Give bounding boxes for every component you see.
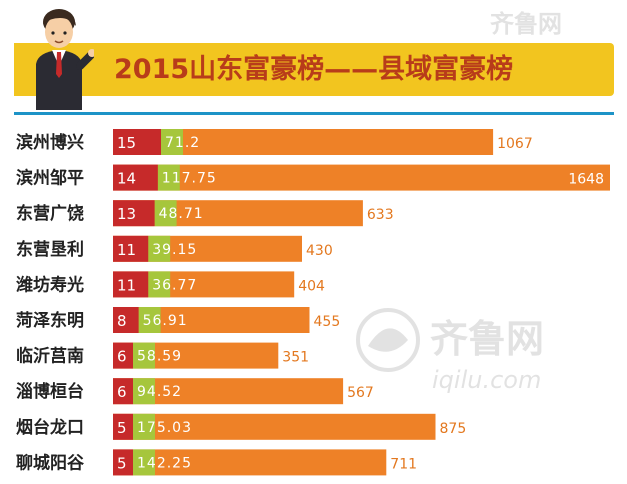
middle-value-label: 175.03: [137, 420, 192, 436]
header: 2015山东富豪榜——县域富豪榜: [0, 0, 627, 115]
rank-bar: [113, 342, 133, 369]
rank-bar: [113, 449, 133, 476]
middle-bar: [138, 307, 161, 333]
category-label: 烟台龙口: [16, 417, 84, 438]
rank-bar: [113, 271, 149, 298]
page-title: 2015山东富豪榜——县域富豪榜: [114, 54, 514, 85]
rank-label: 14: [117, 170, 136, 188]
rank-label: 11: [117, 276, 136, 294]
total-value-label: 567: [347, 385, 374, 401]
total-value-label: 404: [298, 278, 325, 294]
rank-label: 13: [117, 205, 136, 223]
rank-label: 15: [117, 134, 136, 152]
middle-value-label: 142.25: [137, 455, 192, 471]
total-value-label: 1067: [497, 136, 533, 152]
middle-value-label: 58.59: [137, 349, 182, 365]
rank-label: 6: [117, 348, 127, 366]
total-value-label: 430: [306, 243, 333, 259]
rank-bar: [113, 129, 161, 155]
middle-bar: [157, 164, 180, 191]
ranking-bar-chart: 滨州博兴 15 71.2 1067 滨州邹平 14 117.75 1648 东营广饶 13 48.7…: [16, 129, 610, 476]
rank-label: 8: [117, 312, 127, 330]
header-separator: [14, 112, 614, 115]
category-label: 聊城阳谷: [16, 452, 85, 473]
category-label: 东营广饶: [16, 203, 84, 224]
category-label: 滨州邹平: [16, 168, 84, 189]
total-value-label: 1648: [568, 172, 604, 188]
rank-bar: [113, 235, 149, 262]
rank-label: 11: [117, 241, 136, 259]
middle-value-label: 94.52: [137, 384, 182, 400]
total-bar: [113, 449, 387, 476]
rank-bar: [113, 378, 133, 405]
middle-bar: [161, 129, 183, 155]
category-label: 滨州博兴: [16, 132, 84, 153]
middle-value-label: 56.91: [143, 313, 188, 329]
middle-bar: [148, 235, 171, 262]
middle-value-label: 48.71: [159, 206, 204, 222]
total-value-label: 711: [390, 456, 417, 472]
middle-bar: [148, 271, 171, 298]
category-label: 淄博桓台: [16, 381, 84, 402]
rank-bar: [113, 164, 158, 191]
middle-bar: [133, 342, 155, 369]
middle-bar: [154, 200, 177, 227]
rank-label: 5: [117, 454, 127, 472]
middle-bar: [133, 449, 155, 476]
total-bar: [113, 164, 610, 191]
total-value-label: 351: [282, 350, 309, 366]
rank-label: 6: [117, 383, 127, 401]
rank-bar: [113, 413, 133, 440]
total-value-label: 875: [440, 421, 467, 437]
total-value-label: 633: [367, 207, 394, 223]
rank-label: 5: [117, 419, 127, 437]
total-value-label: 455: [314, 314, 341, 330]
category-label: 临沂莒南: [16, 346, 84, 367]
category-label: 潍坊寿光: [16, 274, 84, 295]
businessman-mascot-icon: [36, 9, 94, 110]
middle-bar: [133, 413, 155, 440]
middle-bar: [133, 378, 155, 405]
total-bar: [113, 413, 436, 440]
rank-bar: [113, 307, 139, 333]
category-label: 菏泽东明: [16, 310, 84, 331]
middle-value-label: 117.75: [162, 171, 217, 187]
rank-bar: [113, 200, 155, 227]
middle-value-label: 39.15: [152, 242, 197, 258]
title-banner: 2015山东富豪榜——县域富豪榜: [14, 43, 614, 96]
category-label: 东营垦利: [16, 239, 84, 260]
middle-value-label: 36.77: [152, 277, 197, 293]
middle-value-label: 71.2: [165, 135, 200, 151]
